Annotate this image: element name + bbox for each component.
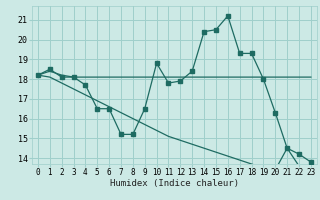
X-axis label: Humidex (Indice chaleur): Humidex (Indice chaleur) <box>110 179 239 188</box>
